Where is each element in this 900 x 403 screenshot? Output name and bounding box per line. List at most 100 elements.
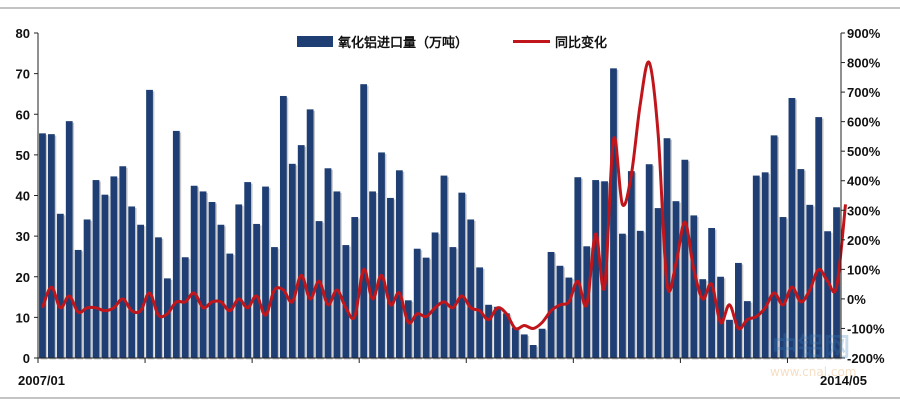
yoy-change-line — [41, 60, 847, 331]
bar — [65, 121, 73, 358]
bar — [74, 249, 82, 358]
bar — [565, 277, 573, 358]
y-right-tick-label: 300% — [847, 203, 881, 218]
bar — [387, 197, 394, 358]
bar — [440, 175, 448, 358]
bar — [101, 194, 109, 358]
bar — [681, 159, 689, 358]
bar — [449, 247, 457, 358]
bar — [708, 228, 716, 358]
y-right-tick-label: -100% — [847, 321, 885, 336]
bar — [92, 180, 100, 358]
bar — [735, 262, 742, 358]
y-right-tick-label: 800% — [847, 56, 881, 71]
bar — [226, 253, 234, 358]
bar — [547, 251, 555, 358]
bar — [645, 164, 653, 358]
bar — [511, 327, 519, 358]
bar — [636, 230, 644, 358]
bar — [529, 345, 537, 358]
bar — [556, 265, 564, 358]
y-left-tick-label: 60 — [16, 107, 30, 122]
y-right-tick-label: 500% — [847, 144, 881, 159]
y-right-tick-label: -200% — [847, 351, 885, 366]
bar — [601, 181, 608, 358]
bar — [467, 219, 475, 358]
watermark: 中铝网 www.cnal.com — [770, 333, 857, 379]
watermark-url-text: www.cnal.com — [770, 365, 857, 379]
y-right-tick-label: 200% — [847, 233, 881, 248]
y-right-tick-label: 600% — [847, 115, 881, 130]
bar — [253, 223, 260, 358]
bar — [360, 84, 368, 358]
bar — [271, 247, 278, 358]
bar — [324, 168, 332, 358]
y-right-tick-label: 900% — [847, 26, 881, 41]
bar — [627, 171, 635, 358]
line-series — [41, 60, 847, 331]
bar — [235, 204, 243, 358]
y-left-tick-label: 20 — [16, 270, 30, 285]
bar — [806, 204, 814, 358]
y-left-tick-label: 40 — [16, 189, 30, 204]
y-left-tick-labels: 0 10 20 30 40 50 60 70 80 — [16, 26, 38, 366]
y-left-tick-label: 0 — [23, 351, 30, 366]
bar-series — [39, 68, 842, 360]
bar — [520, 334, 528, 358]
bar — [146, 89, 153, 358]
bar — [369, 191, 376, 358]
bar — [190, 185, 198, 358]
bar — [413, 248, 421, 358]
y-right-tick-label: 0% — [847, 292, 866, 307]
legend-bar-swatch — [297, 36, 333, 47]
bar — [726, 319, 733, 358]
legend-line-label: 同比变化 — [555, 35, 607, 51]
bar — [395, 170, 403, 358]
bar — [262, 186, 269, 358]
bar — [815, 117, 823, 358]
y-left-tick-label: 50 — [16, 148, 30, 163]
bar — [672, 201, 680, 358]
bar — [128, 206, 136, 358]
bar — [208, 202, 216, 358]
bar — [47, 134, 55, 358]
bar — [119, 166, 127, 358]
bar — [181, 257, 189, 358]
bar — [592, 180, 600, 358]
bar — [485, 304, 492, 358]
axes — [0, 7, 900, 399]
y-left-tick-label: 80 — [16, 26, 30, 41]
bar — [797, 169, 805, 358]
bar — [574, 177, 582, 358]
bar — [351, 217, 359, 358]
bar — [788, 98, 796, 358]
bar — [110, 176, 118, 358]
bar — [199, 191, 207, 358]
y-left-tick-label: 70 — [16, 67, 30, 82]
bar — [761, 172, 769, 358]
x-start-label: 2007/01 — [18, 373, 65, 388]
y-left-tick-label: 30 — [16, 229, 30, 244]
bar — [244, 182, 252, 358]
bar — [163, 278, 171, 358]
bar — [699, 279, 707, 358]
bar — [315, 221, 323, 358]
bar — [306, 109, 314, 358]
y-right-tick-labels: -200% -100% 0% 100% 200% 300% 400% 500% 600% 700%… — [841, 26, 885, 366]
legend-bar-label: 氧化铝进口量（万吨） — [337, 35, 468, 51]
bar — [779, 217, 787, 358]
bar — [610, 68, 617, 358]
x-end-label: 2014/05 — [820, 373, 867, 388]
bar — [333, 191, 341, 358]
bar — [538, 328, 546, 358]
bar — [422, 257, 430, 358]
bar — [83, 219, 91, 358]
bar — [743, 301, 751, 358]
bar — [431, 232, 439, 358]
bar — [654, 208, 662, 358]
bar — [279, 95, 287, 358]
bar — [494, 306, 501, 358]
bar — [39, 133, 46, 358]
bar — [770, 135, 778, 358]
